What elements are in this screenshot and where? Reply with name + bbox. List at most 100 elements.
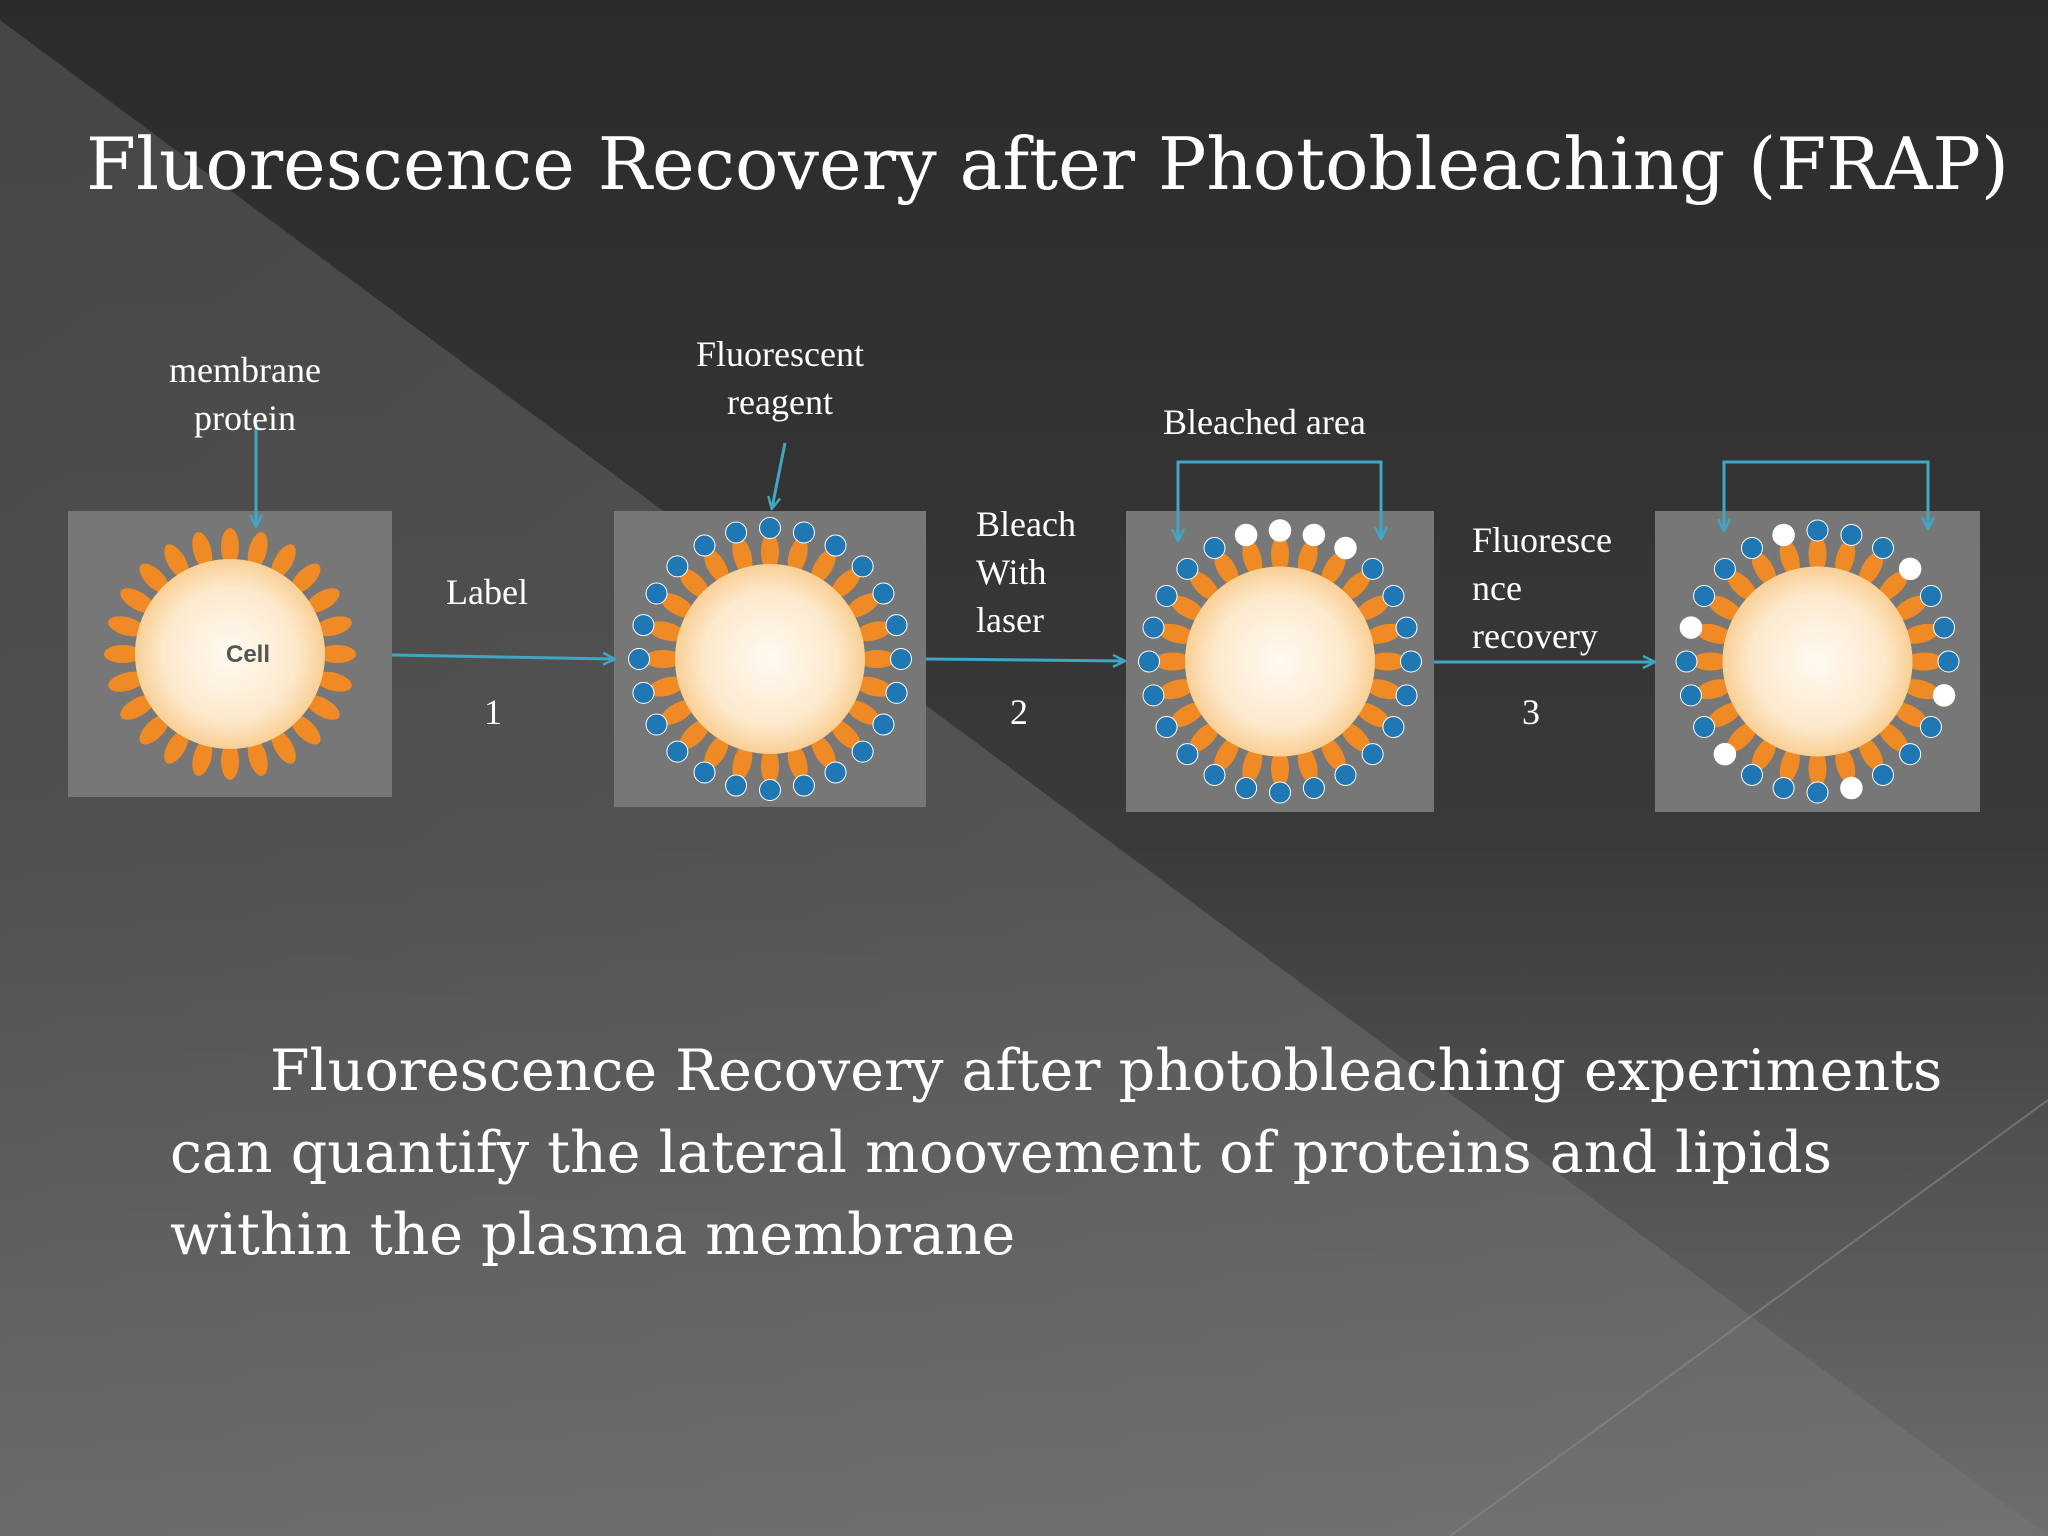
membrane-protein <box>679 719 710 750</box>
membrane-protein <box>787 537 808 575</box>
membrane-protein <box>845 700 880 725</box>
fluorescent-label-dot <box>1361 557 1384 580</box>
membrane-protein <box>108 616 146 637</box>
membrane-protein <box>192 738 213 776</box>
membrane-protein <box>1779 539 1800 577</box>
fluorescent-label-dot <box>1382 716 1405 738</box>
cell-body <box>675 564 865 754</box>
fluorescent-label-dot <box>1155 716 1178 738</box>
bleached-dot <box>1234 523 1258 547</box>
membrane-protein <box>1170 595 1205 621</box>
membrane-protein <box>830 719 861 750</box>
membrane-protein <box>854 621 892 642</box>
membrane-protein <box>247 738 268 776</box>
bleached-dot <box>1772 523 1795 547</box>
fluorescent-label-dot <box>1203 537 1226 560</box>
fluorescent-label-dot <box>1772 777 1795 800</box>
cell-panel-3 <box>1126 511 1434 812</box>
membrane-protein <box>305 588 340 613</box>
fluorescent-reagent-label: Fluorescent reagent <box>670 330 890 426</box>
fluorescent-label-dot <box>725 774 748 797</box>
membrane-protein-label: membrane protein <box>145 346 345 442</box>
fluorescent-label-dot <box>792 774 815 797</box>
membrane-protein <box>761 747 779 785</box>
membrane-protein <box>811 549 836 584</box>
membrane-protein <box>1355 595 1390 621</box>
bleached-dot <box>1898 557 1922 581</box>
cell-body <box>1185 566 1375 757</box>
fluorescent-label-dot <box>1741 763 1763 786</box>
fluorescent-label-dot <box>628 648 650 670</box>
membrane-protein <box>164 544 189 579</box>
fluorescent-label-dot <box>1382 585 1405 607</box>
arrow-step-1 <box>391 655 614 659</box>
fluorescent-label-dot <box>1693 716 1716 738</box>
membrane-protein <box>271 544 296 579</box>
membrane-protein <box>1751 551 1777 586</box>
fluorescent-label-dot <box>1142 684 1165 707</box>
membrane-protein <box>1340 722 1371 753</box>
arrow-step-2 <box>925 659 1124 661</box>
fluorescent-label-dot <box>851 555 874 578</box>
fluorescent-label-dot <box>632 614 655 637</box>
bleached-dot <box>1334 536 1357 560</box>
membrane-protein <box>1158 679 1196 700</box>
fluorescent-label-dot <box>872 582 895 605</box>
membrane-protein <box>1271 535 1289 574</box>
fluorescent-label-dot <box>1806 519 1829 542</box>
membrane-protein <box>271 729 296 764</box>
membrane-protein <box>648 621 686 642</box>
cell-panel-4 <box>1655 511 1980 812</box>
fluorescent-label-dot <box>1302 777 1325 800</box>
membrane-protein <box>1707 595 1742 621</box>
fluorescent-label-dot <box>792 521 815 544</box>
membrane-protein <box>1902 679 1940 700</box>
step-1-label-line-1: Label <box>446 572 528 612</box>
membrane-protein <box>1726 570 1757 601</box>
slide-body-text: Fluorescence Recovery after photobleachi… <box>170 1038 1943 1268</box>
membrane-protein <box>1878 570 1909 601</box>
fluorescent-label-dot <box>645 582 668 605</box>
membrane-protein <box>290 714 321 745</box>
cell-panel-2 <box>614 511 926 807</box>
membrane-protein <box>1242 746 1263 784</box>
fluorescent-label-dot <box>1395 616 1418 639</box>
arrow-fluorescent-reagent <box>772 442 787 508</box>
step-1-number: 1 <box>484 692 502 732</box>
fluorescent-label-dot <box>1361 743 1384 766</box>
fluorescent-label-dot <box>1235 777 1258 800</box>
fluorescent-label-dot <box>1176 743 1199 766</box>
fluorescent-label-dot <box>1176 557 1199 580</box>
step-3-label-line-1: Fluoresce <box>1472 520 1612 560</box>
step-2-label-line-2: With <box>976 552 1047 592</box>
fluorescent-label-dot <box>824 534 847 557</box>
step-3-label: Fluoresce nce recovery <box>1472 516 1612 660</box>
fluorescent-label-dot <box>1334 763 1357 786</box>
fluorescent-label-dot <box>1872 763 1894 786</box>
membrane-protein <box>305 695 340 720</box>
membrane-protein <box>1355 702 1390 728</box>
membrane-protein <box>1364 679 1402 700</box>
membrane-protein <box>1902 623 1940 644</box>
fluorescent-label-dot <box>1919 716 1942 738</box>
membrane-protein <box>104 645 142 663</box>
membrane-protein <box>845 593 880 618</box>
membrane-protein <box>732 743 753 781</box>
step-3-number: 3 <box>1522 692 1540 732</box>
membrane-protein <box>108 671 146 692</box>
fluorescent-label-dot <box>1899 743 1922 766</box>
fluorescent-reagent-label-line-1: Fluorescent <box>696 334 864 374</box>
fluorescent-label-dot <box>1400 650 1422 673</box>
fluorescent-label-dot <box>645 713 668 736</box>
membrane-protein <box>314 616 352 637</box>
membrane-protein <box>1297 746 1318 784</box>
cell-body <box>135 559 325 749</box>
fluorescent-label-dot <box>759 517 781 539</box>
bleached-dot <box>1302 523 1326 547</box>
membrane-protein <box>732 537 753 575</box>
fluorescent-label-dot <box>890 648 912 670</box>
membrane-protein <box>704 549 729 584</box>
fluorescent-label-dot <box>1155 585 1178 607</box>
membrane-protein <box>1835 539 1856 577</box>
membrane-protein <box>1364 623 1402 644</box>
